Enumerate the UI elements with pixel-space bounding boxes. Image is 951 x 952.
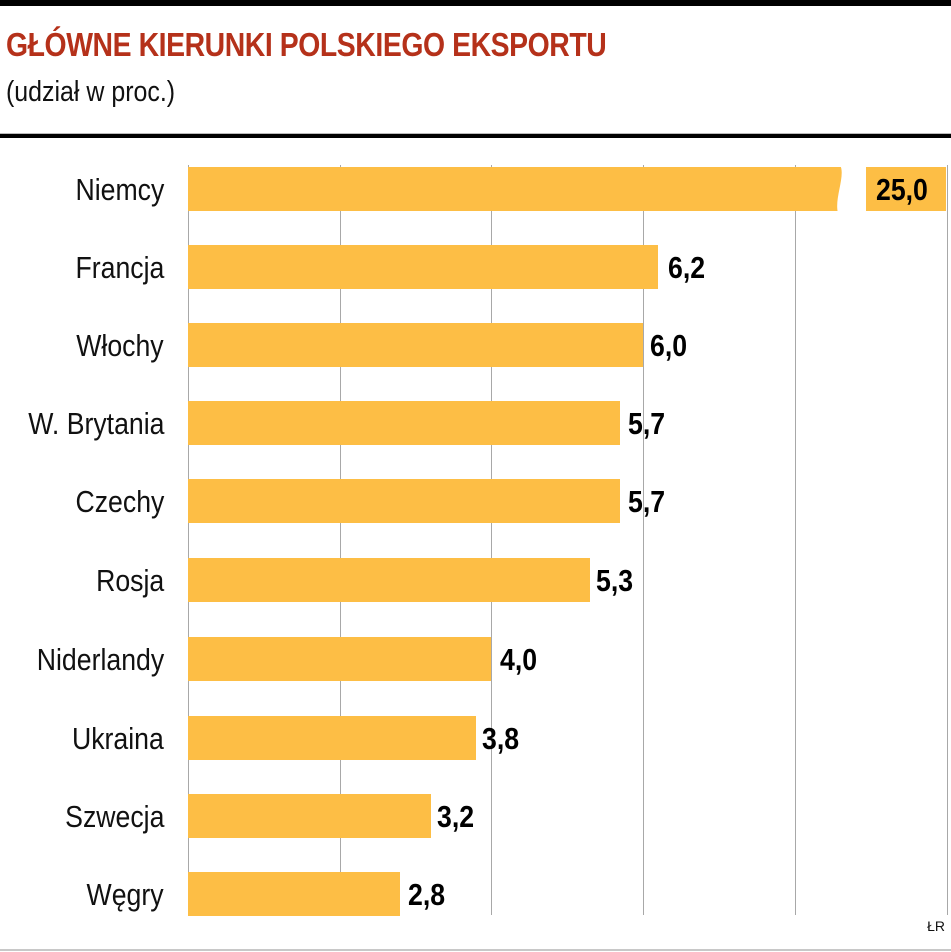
bar [188,479,620,523]
top-rule [0,0,951,6]
bar [188,401,620,445]
chart-subtitle: (udział w proc.) [6,76,176,108]
value-label: 3,8 [482,721,520,756]
gridline-8 [795,165,796,915]
value-label: 5,7 [628,484,666,519]
source-credit: ŁR [927,918,945,934]
value-label: 6,0 [650,328,688,363]
bottom-rule [0,949,951,951]
category-label: Włochy [76,328,164,363]
gridline-2 [340,165,341,915]
value-label: 6,2 [668,250,706,285]
category-label: Francja [75,250,164,285]
bar [188,637,491,681]
bar-row-czechy: Czechy 5,7 [0,479,951,523]
bar [188,167,848,211]
gridline-10 [947,165,948,915]
bar [188,794,431,838]
category-label: Szwecja [64,799,164,834]
plot-area: Niemcy 25,0 Francja 6,2 Włochy 6,0 W. Br… [0,140,951,930]
gridline-0 [188,165,189,915]
bar [188,872,400,916]
value-label: 5,7 [628,406,666,441]
category-label: Niemcy [75,172,164,207]
bar [188,716,476,760]
bar [188,245,658,289]
bar-row-niemcy: Niemcy 25,0 [0,165,951,213]
header-rule [0,133,951,138]
bar-row-szwecja: Szwecja 3,2 [0,794,951,838]
value-label: 4,0 [500,642,538,677]
gridline-6 [643,165,644,915]
category-label: Węgry [86,877,164,912]
value-label: 25,0 [876,172,928,207]
bar-tail [866,167,946,211]
bar [188,323,643,367]
chart-title: GŁÓWNE KIERUNKI POLSKIEGO EKSPORTU [6,26,607,63]
category-label: Rosja [95,563,164,598]
bar-row-niderlandy: Niderlandy 4,0 [0,637,951,681]
category-label: W. Brytania [27,406,164,441]
bar-row-rosja: Rosja 5,3 [0,558,951,602]
bar [188,558,590,602]
axis-break-icon [837,165,864,213]
value-label: 5,3 [596,563,634,598]
category-label: Ukraina [72,721,164,756]
bar-row-w-brytania: W. Brytania 5,7 [0,401,951,445]
bar-row-francja: Francja 6,2 [0,245,951,289]
value-label: 3,2 [437,799,475,834]
bar-row-ukraina: Ukraina 3,8 [0,716,951,760]
category-label: Niderlandy [36,642,164,677]
category-label: Czechy [75,484,164,519]
bar-row-wegry: Węgry 2,8 [0,872,951,916]
bar-row-wlochy: Włochy 6,0 [0,323,951,367]
value-label: 2,8 [408,877,446,912]
gridline-4 [491,165,492,915]
